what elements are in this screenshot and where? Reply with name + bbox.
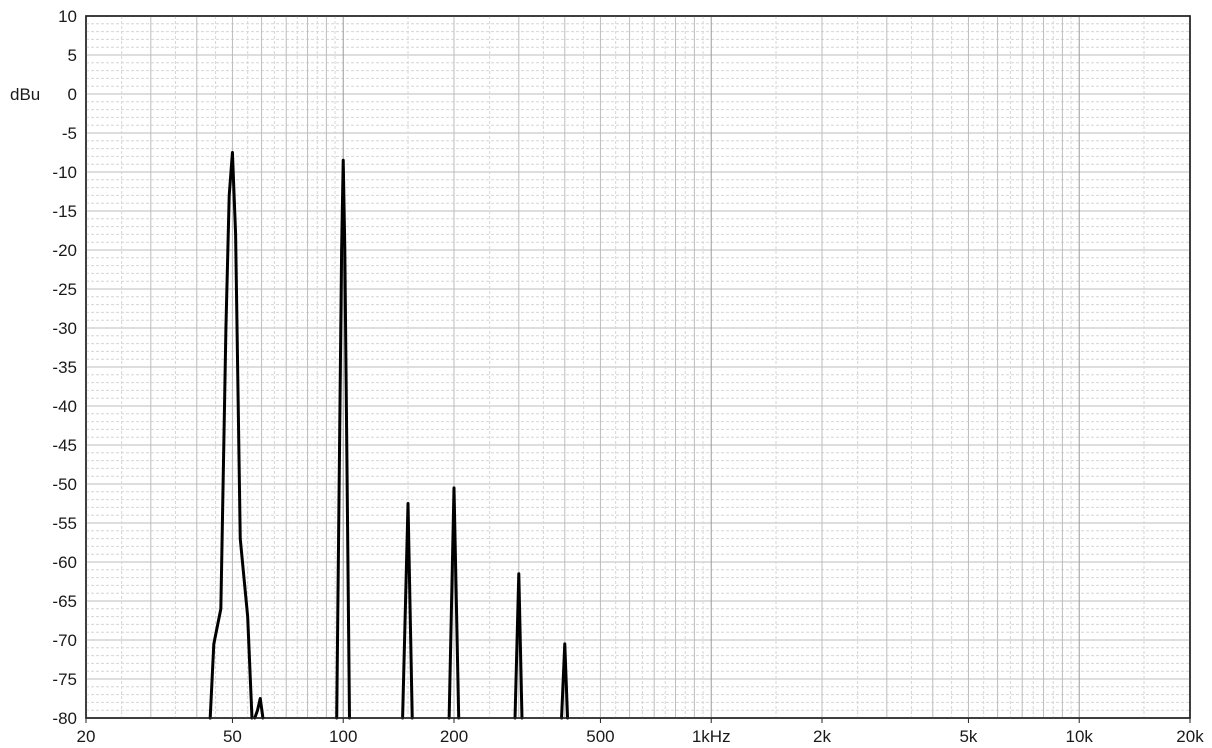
y-tick-label: -35 [52, 358, 77, 377]
x-tick-label: 200 [440, 727, 468, 746]
y-tick-label: -20 [52, 241, 77, 260]
y-tick-label: -30 [52, 319, 77, 338]
y-tick-label: 10 [58, 7, 77, 26]
series-peak-3 [335, 158, 351, 720]
y-tick-label: -25 [52, 280, 77, 299]
series-peak-6 [513, 572, 524, 720]
y-tick-label: -80 [52, 709, 77, 728]
x-tick-label: 50 [223, 727, 242, 746]
y-axis-ticks: 10 5 0 -5 -10 -15 -20 -25 -30 -35 -40 -45 -50 -55 -60 -… [52, 7, 77, 728]
y-axis-label: dBu [10, 85, 40, 104]
y-tick-label: -50 [52, 475, 77, 494]
grid [85, 15, 1191, 719]
x-tick-label: 20 [77, 727, 96, 746]
x-tick-label: 1kHz [692, 727, 731, 746]
y-tick-label: -75 [52, 670, 77, 689]
x-tick-label: 20k [1176, 727, 1204, 746]
y-tick-label: -10 [52, 163, 77, 182]
series-layer [208, 151, 570, 720]
y-tick-label: -5 [62, 124, 77, 143]
plot-border [85, 15, 1191, 719]
y-tick-label: -15 [52, 202, 77, 221]
y-tick-label: -60 [52, 553, 77, 572]
y-tick-label: -40 [52, 397, 77, 416]
x-tick-label: 2k [813, 727, 831, 746]
x-axis-ticks: 20 50 100 200 500 1kHz 2k 5k 10k 20k [77, 718, 1204, 746]
y-tick-label: 5 [68, 46, 77, 65]
y-tick-label: -45 [52, 436, 77, 455]
x-tick-label: 10k [1066, 727, 1094, 746]
y-tick-label: -70 [52, 631, 77, 650]
y-tick-label: -55 [52, 514, 77, 533]
x-tick-label: 100 [329, 727, 357, 746]
series-peak-2 [253, 697, 265, 720]
series-peak-7 [560, 642, 570, 720]
y-tick-label: 0 [68, 85, 77, 104]
x-tick-label: 500 [586, 727, 614, 746]
y-tick-label: -65 [52, 592, 77, 611]
series-peak-5 [447, 486, 461, 720]
x-tick-label: 5k [959, 727, 977, 746]
series-peak-1 [208, 151, 254, 720]
series-peak-4 [401, 502, 414, 720]
